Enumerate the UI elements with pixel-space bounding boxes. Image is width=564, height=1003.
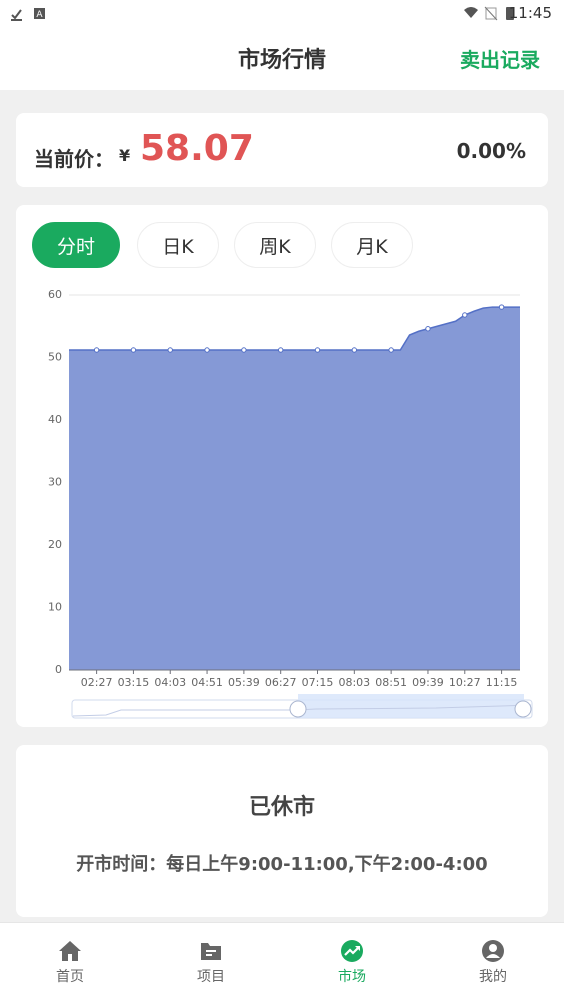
point xyxy=(130,347,137,353)
point xyxy=(314,347,321,353)
point xyxy=(241,347,247,353)
icon xyxy=(201,943,221,960)
tab[interactable]: 周K xyxy=(234,222,316,268)
nav-label: 我的 xyxy=(479,969,507,985)
x-tick-label: 09:39 xyxy=(412,676,444,689)
y-tick-label: 20 xyxy=(48,538,62,551)
bottom-nav: 首页 项目 市场 我的 xyxy=(0,922,564,1003)
point xyxy=(425,326,431,332)
chart: 0 10 20 30 40 50 60 02:27 03:15 04:03 04:51 05:39 06… xyxy=(48,288,533,719)
y-tick-label: 40 xyxy=(48,413,62,426)
header: 市场行情 卖出记录 xyxy=(0,30,564,90)
point xyxy=(277,347,284,353)
y-tick-label: 10 xyxy=(48,601,62,614)
price: 58.07 xyxy=(140,128,254,169)
closed-title: 已休市 xyxy=(248,795,315,820)
status-bar: A 11:45 xyxy=(0,0,564,30)
x-tick-label: 11:15 xyxy=(486,676,518,689)
point xyxy=(388,347,394,353)
status-icons-right xyxy=(464,6,514,21)
clock: 11:45 xyxy=(508,4,552,22)
x-tick-label: 04:51 xyxy=(191,676,223,689)
currency: ¥ xyxy=(119,146,131,165)
x-tick-label: 02:27 xyxy=(81,676,113,689)
icon xyxy=(59,941,81,961)
zoom-handle xyxy=(289,700,307,718)
point xyxy=(498,304,505,310)
price-label: 当前价： xyxy=(34,147,114,171)
nav-home[interactable]: 首页 xyxy=(30,939,110,986)
trading-hours: 开市时间：每日上午9:00-11:00,下午2:00-4:00 xyxy=(76,854,488,875)
svg-text:A: A xyxy=(36,10,43,20)
x-tick-label: 03:15 xyxy=(118,676,150,689)
nav-projects[interactable]: 项目 xyxy=(171,939,251,986)
tab[interactable]: 月K xyxy=(331,222,413,268)
x-tick-label: 10:27 xyxy=(449,676,481,689)
chart-card: 0 10 20 30 40 50 60 02:27 03:15 04:03 04:51 05:39 06… xyxy=(16,205,548,727)
x-tick-label: 08:51 xyxy=(375,676,407,689)
y-tick-label: 50 xyxy=(48,351,62,364)
price-card: 当前价： ¥ 58.07 0.00% xyxy=(16,113,548,187)
nav-label: 市场 xyxy=(338,969,366,985)
price-line xyxy=(69,306,520,351)
page-title: 市场行情 xyxy=(237,48,326,73)
area-fill xyxy=(69,307,520,670)
point xyxy=(462,312,468,318)
market-closed-card: 已休市 开市时间：每日上午9:00-11:00,下午2:00-4:00 xyxy=(16,745,548,917)
nav-market[interactable]: 市场 xyxy=(312,939,392,986)
y-tick-label: 60 xyxy=(48,288,62,301)
nav-label: 项目 xyxy=(197,969,225,985)
zoom-handle xyxy=(514,700,532,718)
icon xyxy=(482,940,504,962)
tab[interactable]: 日K xyxy=(137,222,219,268)
icon xyxy=(341,940,363,962)
point xyxy=(351,347,358,353)
status-icons: A xyxy=(11,8,45,21)
sell-records-link[interactable]: 卖出记录 xyxy=(460,48,540,72)
point xyxy=(204,347,210,353)
x-tick-label: 07:15 xyxy=(302,676,334,689)
x-tick-label: 08:03 xyxy=(338,676,370,689)
x-tick-label: 05:39 xyxy=(228,676,260,689)
change-percent: 0.00% xyxy=(456,139,526,163)
x-tick-label: 04:03 xyxy=(154,676,186,689)
tab[interactable]: 分时 xyxy=(32,222,120,268)
x-tick-label: 06:27 xyxy=(265,676,297,689)
point xyxy=(93,347,100,353)
point xyxy=(167,347,173,353)
nav-label: 首页 xyxy=(56,969,84,985)
nav-profile[interactable]: 我的 xyxy=(453,939,533,986)
y-tick-label: 0 xyxy=(55,663,62,676)
y-tick-label: 30 xyxy=(48,476,62,489)
